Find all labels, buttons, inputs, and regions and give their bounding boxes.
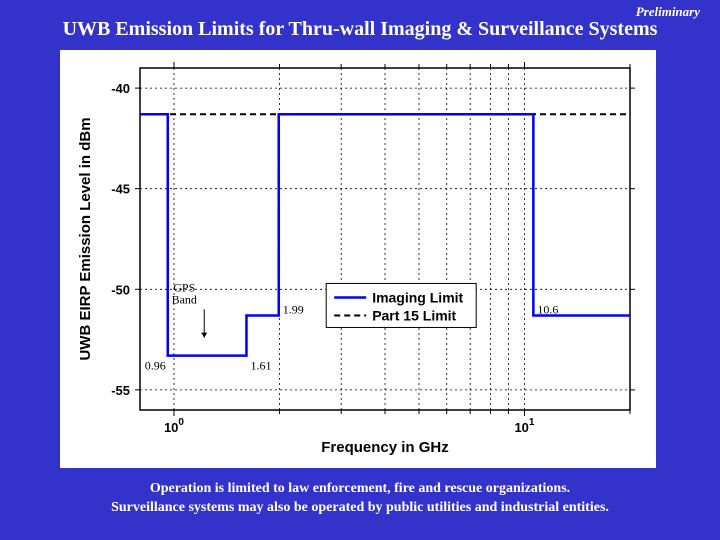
svg-text:Frequency in GHz: Frequency in GHz bbox=[321, 439, 449, 456]
svg-text:-50: -50 bbox=[111, 282, 130, 297]
svg-text:-45: -45 bbox=[111, 182, 130, 197]
svg-text:-40: -40 bbox=[111, 81, 130, 96]
svg-text:Imaging Limit: Imaging Limit bbox=[372, 289, 463, 305]
svg-text:100: 100 bbox=[164, 417, 184, 435]
caption-line-2: Surveillance systems may also be operate… bbox=[111, 500, 609, 515]
caption: Operation is limited to law enforcement,… bbox=[0, 480, 720, 518]
caption-line-1: Operation is limited to law enforcement,… bbox=[150, 481, 570, 496]
svg-text:0.96: 0.96 bbox=[145, 359, 166, 373]
svg-text:Band: Band bbox=[172, 292, 197, 306]
svg-text:1.61: 1.61 bbox=[250, 359, 271, 373]
svg-text:UWB EIRP Emission Level in dBm: UWB EIRP Emission Level in dBm bbox=[77, 117, 94, 360]
svg-text:Part 15 Limit: Part 15 Limit bbox=[372, 307, 456, 323]
emission-chart: -40 -45 -50 -55 100 101 Frequency in GHz UWB EI… bbox=[60, 50, 656, 468]
svg-text:-55: -55 bbox=[111, 383, 130, 398]
svg-text:10.6: 10.6 bbox=[537, 302, 558, 316]
chart-panel: -40 -45 -50 -55 100 101 Frequency in GHz UWB EI… bbox=[60, 50, 656, 468]
svg-text:101: 101 bbox=[514, 417, 534, 435]
page-title: UWB Emission Limits for Thru-wall Imagin… bbox=[0, 18, 720, 41]
svg-text:1.99: 1.99 bbox=[283, 302, 304, 316]
